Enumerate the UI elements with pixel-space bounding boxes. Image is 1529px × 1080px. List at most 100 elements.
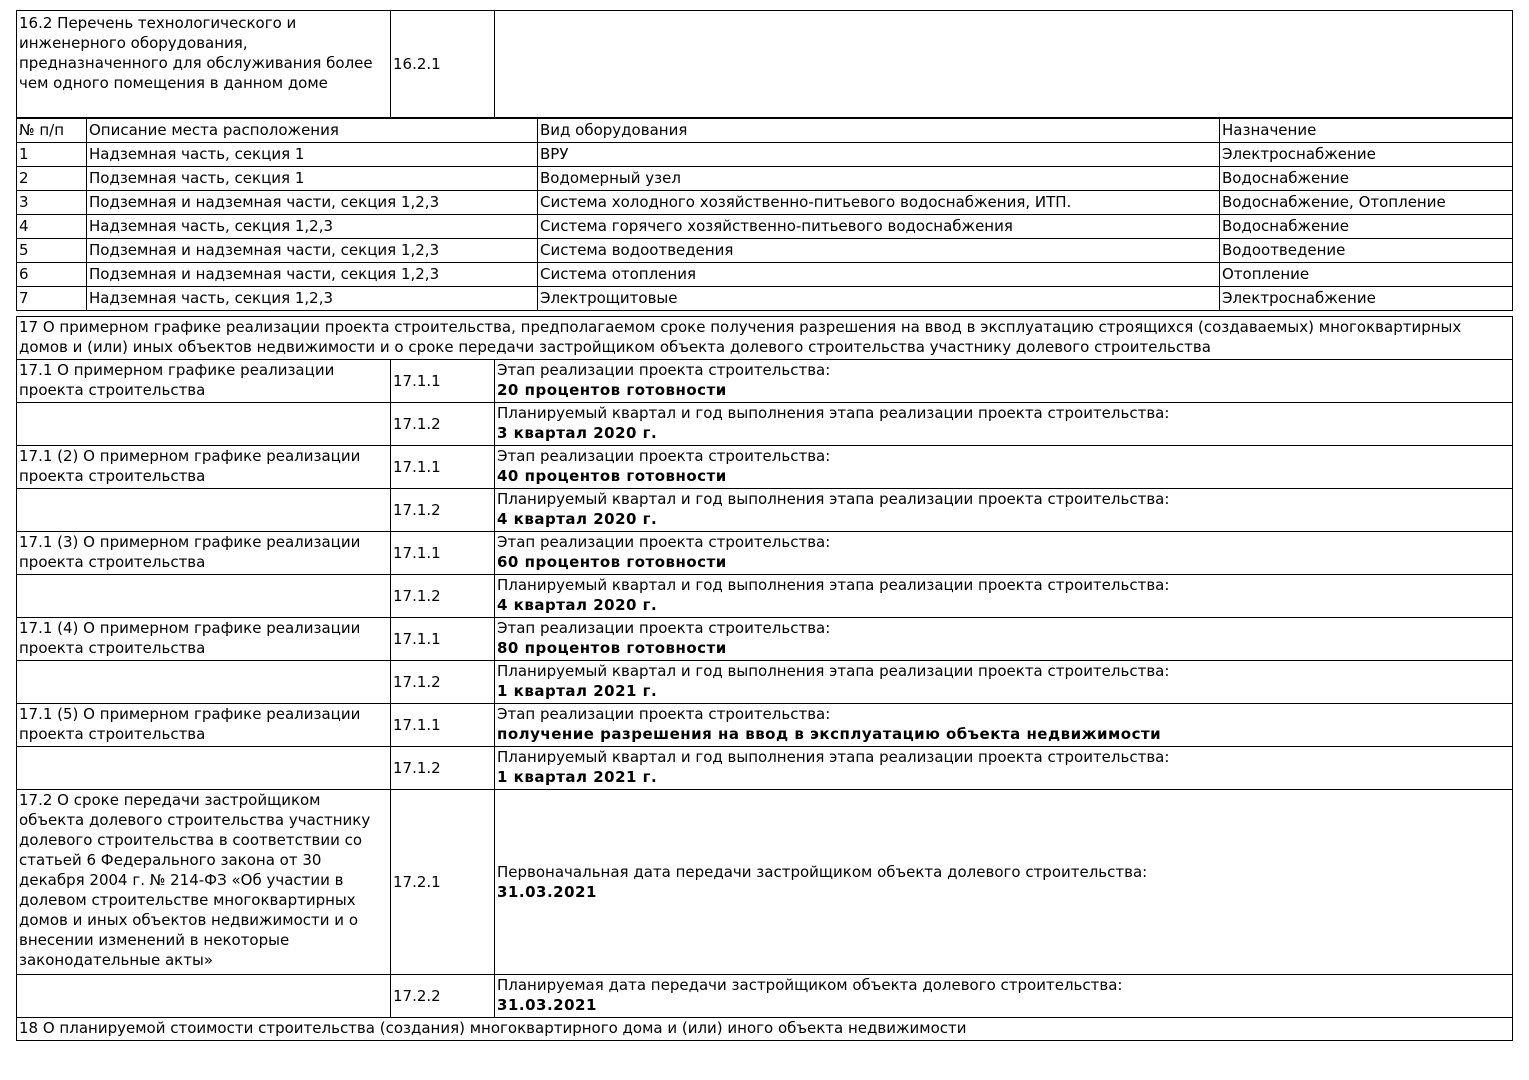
stage-value-text: 1 квартал 2021 г. — [497, 682, 658, 700]
equipment-cell: Электрощитовые — [537, 286, 1220, 311]
equipment-row: 3 Подземная и надземная части, секция 1,2… — [16, 190, 1513, 215]
equipment-header-cell: Описание места расположения — [86, 118, 538, 143]
stage-value-text: 80 процентов готовности — [497, 639, 727, 657]
stage-value: Этап реализации проекта строительства: 40… — [494, 445, 1513, 489]
equipment-cell: Водоснабжение — [1219, 214, 1513, 239]
equipment-cell: Водоотведение — [1219, 238, 1513, 263]
stage-value: Этап реализации проекта строительства: по… — [494, 703, 1513, 747]
stage-value: Планируемая дата передачи застройщиком о… — [494, 974, 1513, 1018]
equipment-cell: Подземная и надземная части, секция 1,2,… — [86, 190, 538, 215]
stage-value: Этап реализации проекта строительства: 60… — [494, 531, 1513, 575]
stage-value-text: 20 процентов готовности — [497, 381, 727, 399]
stage-code: 17.1.2 — [390, 488, 495, 532]
equipment-header-cell: Назначение — [1219, 118, 1513, 143]
stage-value: Этап реализации проекта строительства: 80… — [494, 617, 1513, 661]
equipment-header-cell: Вид оборудования — [537, 118, 1220, 143]
section-16-2-code: 16.2.1 — [390, 10, 495, 118]
stage-label-empty — [16, 974, 391, 1018]
equipment-row: 1 Надземная часть, секция 1 ВРУ Электроснаб… — [16, 142, 1513, 167]
stage-value-text: 1 квартал 2021 г. — [497, 768, 658, 786]
stage-value-label: Этап реализации проекта строительства: — [497, 447, 831, 465]
stage-value-label: Первоначальная дата передачи застройщико… — [497, 863, 1148, 881]
stage-label: 17.1 О примерном графике реализации прое… — [16, 359, 391, 403]
stage-row: 17.1 (3) О примерном графике реализации … — [16, 531, 1513, 575]
stage-code: 17.1.2 — [390, 660, 495, 704]
stage-code: 17.1.1 — [390, 703, 495, 747]
stage-value: Этап реализации проекта строительства: 20… — [494, 359, 1513, 403]
stage-value-text: 3 квартал 2020 г. — [497, 424, 658, 442]
stage-label-empty — [16, 660, 391, 704]
stage-row: 17.1.2 Планируемый квартал и год выполнен… — [16, 574, 1513, 618]
equipment-header-row: № п/п Описание места расположения Вид обор… — [16, 118, 1513, 143]
equipment-cell: Отопление — [1219, 262, 1513, 287]
stage-row: 17.1.2 Планируемый квартал и год выполнен… — [16, 488, 1513, 532]
stage-value-label: Планируемый квартал и год выполнения эта… — [497, 576, 1170, 594]
stage-row: 17.1 (5) О примерном графике реализации … — [16, 703, 1513, 747]
stage-code: 17.2.1 — [390, 789, 495, 975]
stage-row: 17.1.2 Планируемый квартал и год выполнен… — [16, 402, 1513, 446]
stage-label: 17.1 (3) О примерном графике реализации … — [16, 531, 391, 575]
stage-value-label: Планируемый квартал и год выполнения эта… — [497, 662, 1170, 680]
stage-code: 17.1.2 — [390, 746, 495, 790]
equipment-cell: Водоснабжение — [1219, 166, 1513, 191]
equipment-cell: Система холодного хозяйственно-питьевого… — [537, 190, 1220, 215]
equipment-cell: Надземная часть, секция 1,2,3 — [86, 286, 538, 311]
stage-label: 17.2 О сроке передачи застройщиком объек… — [16, 789, 391, 975]
stage-row: 17.1.2 Планируемый квартал и год выполнен… — [16, 746, 1513, 790]
stage-row: 17.1.2 Планируемый квартал и год выполнен… — [16, 660, 1513, 704]
section-16-2-row: 16.2 Перечень технологического и инженер… — [16, 10, 1513, 118]
equipment-cell: 1 — [16, 142, 87, 167]
equipment-cell: Система водоотведения — [537, 238, 1220, 263]
equipment-cell: Подземная и надземная части, секция 1,2,… — [86, 238, 538, 263]
stage-label-empty — [16, 402, 391, 446]
equipment-cell: 4 — [16, 214, 87, 239]
equipment-row: 2 Подземная часть, секция 1 Водомерный узе… — [16, 166, 1513, 191]
equipment-header-cell: № п/п — [16, 118, 87, 143]
section-16-2-table: 16.2 Перечень технологического и инженер… — [16, 10, 1513, 118]
equipment-cell: 5 — [16, 238, 87, 263]
stage-code: 17.1.1 — [390, 617, 495, 661]
equipment-cell: Электроснабжение — [1219, 142, 1513, 167]
equipment-cell: Система горячего хозяйственно-питьевого … — [537, 214, 1220, 239]
stage-value: Планируемый квартал и год выполнения эта… — [494, 488, 1513, 532]
stage-value-text: 31.03.2021 — [497, 996, 597, 1014]
stage-label-empty — [16, 488, 391, 532]
stage-value: Планируемый квартал и год выполнения эта… — [494, 746, 1513, 790]
stage-value-text: 31.03.2021 — [497, 883, 597, 901]
equipment-cell: Водомерный узел — [537, 166, 1220, 191]
equipment-cell: 7 — [16, 286, 87, 311]
section-17-table: 17 О примерном графике реализации проект… — [16, 316, 1513, 1041]
stage-code: 17.1.1 — [390, 445, 495, 489]
stage-value-label: Планируемая дата передачи застройщиком о… — [497, 976, 1123, 994]
equipment-cell: 3 — [16, 190, 87, 215]
stage-value-text: 60 процентов готовности — [497, 553, 727, 571]
equipment-row: 7 Надземная часть, секция 1,2,3 Электрощит… — [16, 286, 1513, 311]
stage-value-label: Этап реализации проекта строительства: — [497, 619, 831, 637]
equipment-cell: Надземная часть, секция 1 — [86, 142, 538, 167]
stage-label: 17.1 (2) О примерном графике реализации … — [16, 445, 391, 489]
stage-value: Планируемый квартал и год выполнения эта… — [494, 402, 1513, 446]
equipment-cell: ВРУ — [537, 142, 1220, 167]
stage-code: 17.1.2 — [390, 574, 495, 618]
stage-value-text: 40 процентов готовности — [497, 467, 727, 485]
equipment-row: 6 Подземная и надземная части, секция 1,2… — [16, 262, 1513, 287]
stage-value-text: 4 квартал 2020 г. — [497, 596, 658, 614]
equipment-cell: Водоснабжение, Отопление — [1219, 190, 1513, 215]
stage-row: 17.2.2 Планируемая дата передачи застройщ… — [16, 974, 1513, 1018]
section-16-2-title: 16.2 Перечень технологического и инженер… — [16, 10, 391, 118]
stage-value-text: получение разрешения на ввод в эксплуата… — [497, 725, 1162, 743]
section-17-header-row: 17 О примерном графике реализации проект… — [16, 316, 1513, 360]
equipment-cell: 2 — [16, 166, 87, 191]
equipment-row: 4 Надземная часть, секция 1,2,3 Система го… — [16, 214, 1513, 239]
stage-value: Первоначальная дата передачи застройщико… — [494, 789, 1513, 975]
stage-row: 17.1 (2) О примерном графике реализации … — [16, 445, 1513, 489]
equipment-table: № п/п Описание места расположения Вид обор… — [16, 118, 1513, 311]
stage-label: 17.1 (5) О примерном графике реализации … — [16, 703, 391, 747]
equipment-cell: Подземная часть, секция 1 — [86, 166, 538, 191]
equipment-cell: Система отопления — [537, 262, 1220, 287]
stage-code: 17.1.1 — [390, 359, 495, 403]
stage-value-text: 4 квартал 2020 г. — [497, 510, 658, 528]
stage-value-label: Планируемый квартал и год выполнения эта… — [497, 490, 1170, 508]
stage-value: Планируемый квартал и год выполнения эта… — [494, 660, 1513, 704]
section-18-row: 18 О планируемой стоимости строительства… — [16, 1017, 1513, 1041]
